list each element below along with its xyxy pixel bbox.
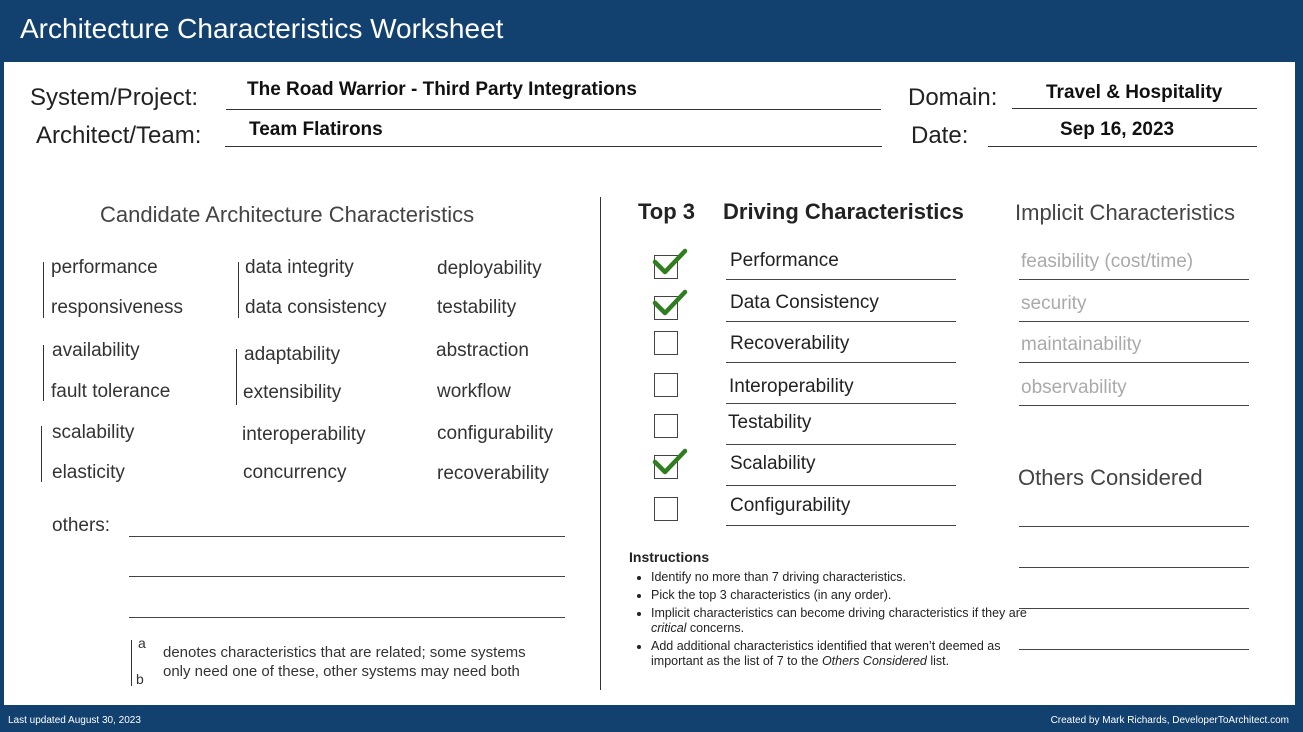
others-considered-title: Others Considered — [1018, 465, 1203, 490]
others-label: others: — [52, 515, 111, 536]
candidate-item: performance — [51, 257, 158, 278]
date-label: Date: — [911, 122, 969, 149]
implicit-item: feasibility (cost/time) — [1021, 251, 1194, 272]
implicit-underline — [1019, 279, 1249, 280]
instruction-item: Implicit characteristics can become driv… — [651, 606, 1031, 636]
checkmark-icon — [652, 448, 688, 475]
footer-credit: Created by Mark Richards, DeveloperToArc… — [1050, 715, 1289, 726]
domain-underline — [1012, 108, 1257, 109]
candidate-item: concurrency — [243, 462, 347, 483]
candidate-item: configurability — [437, 423, 554, 444]
legend-bracket — [131, 640, 132, 686]
driving-item-underline — [726, 321, 956, 322]
legend-text-2: only need one of these, other systems ma… — [163, 663, 520, 680]
instructions-list: Identify no more than 7 driving characte… — [633, 570, 1031, 672]
relation-bracket — [238, 262, 239, 318]
instruction-item: Identify no more than 7 driving characte… — [651, 570, 1031, 585]
others-line[interactable] — [129, 576, 565, 577]
candidate-item: recoverability — [437, 463, 549, 484]
driving-item-underline — [726, 525, 956, 526]
system-project-underline — [226, 109, 881, 110]
relation-bracket — [43, 345, 44, 401]
others-line[interactable] — [129, 617, 565, 618]
candidate-item: scalability — [52, 422, 135, 443]
driving-checkbox[interactable] — [654, 331, 678, 355]
implicit-underline — [1019, 405, 1249, 406]
legend-b: b — [136, 671, 144, 687]
implicit-item: maintainability — [1021, 334, 1142, 355]
candidate-item: data integrity — [245, 257, 354, 278]
implicit-section-title: Implicit Characteristics — [1015, 200, 1236, 225]
driving-checkbox[interactable] — [654, 497, 678, 521]
driving-item-underline — [726, 485, 956, 486]
candidate-item: data consistency — [245, 297, 387, 318]
others-line[interactable] — [129, 536, 565, 537]
driving-item-label: Testability — [728, 412, 812, 433]
others-considered-line[interactable] — [1019, 649, 1249, 650]
driving-item-underline — [726, 403, 956, 404]
others-considered-line[interactable] — [1019, 608, 1249, 609]
driving-item-label: Configurability — [730, 495, 851, 516]
relation-bracket — [236, 349, 237, 405]
candidate-item: availability — [52, 340, 140, 361]
worksheet-sheet — [4, 62, 1295, 705]
candidate-section-title: Candidate Architecture Characteristics — [100, 202, 475, 227]
system-project-label: System/Project: — [30, 84, 199, 111]
domain-value[interactable]: Travel & Hospitality — [1046, 82, 1223, 103]
instruction-item: Add additional characteristics identifie… — [651, 639, 1031, 669]
driving-item-label: Interoperability — [729, 376, 854, 397]
section-divider — [600, 197, 601, 690]
driving-item-underline — [726, 362, 956, 363]
implicit-item: observability — [1021, 377, 1127, 398]
relation-bracket — [43, 262, 44, 318]
driving-item-label: Scalability — [730, 453, 816, 474]
driving-checkbox[interactable] — [654, 455, 678, 479]
architect-team-label: Architect/Team: — [36, 122, 202, 149]
footer-last-updated: Last updated August 30, 2023 — [8, 715, 141, 726]
driving-checkbox[interactable] — [654, 373, 678, 397]
candidate-item: elasticity — [52, 462, 125, 483]
driving-checkbox[interactable] — [654, 414, 678, 438]
date-value[interactable]: Sep 16, 2023 — [1060, 119, 1175, 140]
candidate-item: fault tolerance — [51, 381, 171, 402]
candidate-item: deployability — [437, 258, 542, 279]
top3-label: Top 3 — [638, 199, 696, 224]
checkmark-icon — [652, 289, 688, 316]
driving-item-label: Recoverability — [730, 333, 850, 354]
candidate-item: adaptability — [244, 344, 341, 365]
implicit-underline — [1019, 362, 1249, 363]
page-title: Architecture Characteristics Worksheet — [20, 13, 504, 44]
candidate-item: abstraction — [436, 340, 529, 361]
driving-item-label: Performance — [730, 250, 839, 271]
others-considered-line[interactable] — [1019, 526, 1249, 527]
legend-a: a — [138, 635, 146, 651]
legend-text-1: denotes characteristics that are related… — [163, 644, 526, 661]
architect-team-value[interactable]: Team Flatirons — [249, 119, 383, 140]
candidate-item: workflow — [437, 381, 511, 402]
driving-item-underline — [726, 444, 956, 445]
driving-item-label: Data Consistency — [730, 292, 879, 313]
implicit-item: security — [1021, 293, 1087, 314]
candidate-item: testability — [437, 297, 517, 318]
architect-team-underline — [225, 146, 882, 147]
driving-item-underline — [726, 279, 956, 280]
driving-section-title: Driving Characteristics — [723, 199, 964, 224]
implicit-underline — [1019, 321, 1249, 322]
domain-label: Domain: — [908, 84, 998, 111]
candidate-item: responsiveness — [51, 297, 184, 318]
instruction-item: Pick the top 3 characteristics (in any o… — [651, 588, 1031, 603]
candidate-item: interoperability — [242, 424, 366, 445]
relation-bracket — [41, 426, 42, 482]
checkmark-icon — [652, 248, 688, 275]
instructions-title: Instructions — [629, 549, 710, 565]
date-underline — [988, 146, 1257, 147]
system-project-value[interactable]: The Road Warrior - Third Party Integrati… — [247, 79, 637, 100]
candidate-item: extensibility — [243, 382, 342, 403]
others-considered-line[interactable] — [1019, 567, 1249, 568]
